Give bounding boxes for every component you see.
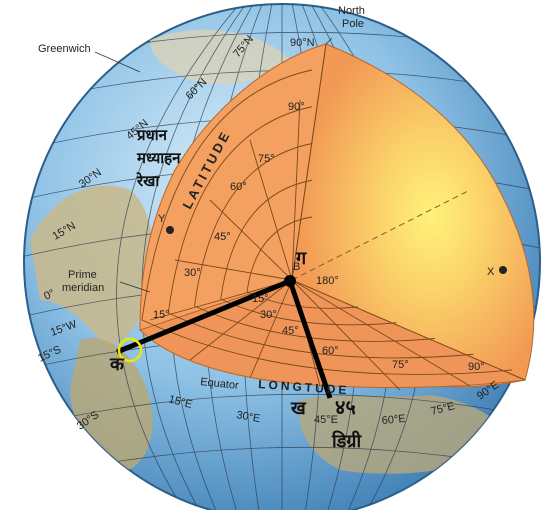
wedge-lon-arc xyxy=(141,319,513,375)
point-x-marker xyxy=(499,266,507,274)
point-y-marker xyxy=(166,226,174,234)
wedge-ray xyxy=(249,279,293,379)
longitude-tick-label: 60°E xyxy=(381,413,406,427)
wedge-lat-arc xyxy=(220,179,313,300)
meridian-line xyxy=(141,4,250,510)
prime-meridian-label-line1: Prime xyxy=(68,269,97,281)
north-pole-label-line2: Pole xyxy=(342,18,364,30)
line-ga-to-kha xyxy=(287,280,333,399)
center-degree-label: 180° xyxy=(316,275,339,287)
longitude-tick-label: 30°E xyxy=(235,409,261,425)
inner-longitude-degree: 75° xyxy=(392,359,409,371)
wedge-ray xyxy=(291,279,401,391)
greenwich-leader xyxy=(94,51,141,73)
wedge-lat-arc xyxy=(194,143,313,307)
inner-latitude-degree: 90° xyxy=(288,101,305,113)
latitude-line xyxy=(24,393,540,433)
inner-longitude-degree: 15° xyxy=(252,293,269,305)
arctic-landmass xyxy=(150,29,290,84)
inner-longitude-degrees: 15° 30° 45° 60° 75° 90° xyxy=(252,293,485,373)
equator-label: Equator xyxy=(200,376,240,392)
pole-degree-label: 90°N xyxy=(290,37,315,49)
inner-latitude-degree: 45° xyxy=(214,231,231,243)
wedge-lon-arc xyxy=(220,298,397,326)
wedge-ray xyxy=(291,99,301,281)
wedge-lat-arc xyxy=(167,106,313,314)
longitude-tick-label: 45°E xyxy=(314,414,338,426)
inner-latitude-degree: 15° xyxy=(153,309,170,321)
latitude-tick-label: 0° xyxy=(42,287,57,302)
dashed-axis-line xyxy=(291,189,471,281)
wedge-lat-arc xyxy=(141,69,313,321)
wedge-ray xyxy=(149,279,293,321)
wedge-lon-arc xyxy=(168,312,474,359)
inner-grid-lines xyxy=(141,43,526,391)
inner-latitude-degree: 75° xyxy=(258,153,275,165)
wedge-ray xyxy=(209,199,293,281)
prime-meridian-leader xyxy=(119,281,151,293)
center-point-b xyxy=(284,275,296,287)
hindi-degree-value: ४५ xyxy=(335,395,356,419)
wedge-ray xyxy=(291,279,526,381)
wedge-ray xyxy=(291,279,471,387)
hindi-degree-word: डिग्री xyxy=(331,430,362,452)
hindi-prime-meridian-line1: प्रधान xyxy=(136,126,168,144)
highlight-circle-ka xyxy=(117,337,143,363)
inner-longitude-degree: 60° xyxy=(322,345,339,357)
europe-africa-landmass xyxy=(30,185,154,345)
point-b-label: B xyxy=(293,261,300,273)
hindi-prime-meridian-line2: मध्याहन xyxy=(136,149,181,167)
point-x-label: X xyxy=(487,266,495,278)
longitude-tick-label: 15°E xyxy=(167,393,193,411)
meridian-line xyxy=(116,4,244,510)
inner-longitude-degree: 30° xyxy=(260,309,277,321)
wedge-ray xyxy=(291,43,327,281)
hindi-kha-label: ख xyxy=(290,398,307,419)
inner-longitude-degree: 45° xyxy=(282,325,299,337)
hindi-ga-label: ग xyxy=(295,248,307,269)
inner-longitude-degree: 90° xyxy=(468,361,485,373)
line-ka-to-ga xyxy=(116,278,291,355)
inner-latitude-degree: 30° xyxy=(184,267,201,279)
wedge-ray xyxy=(189,279,293,361)
wedge-ray xyxy=(174,259,293,281)
point-y-label: Y xyxy=(158,213,166,225)
longitude-tick-label: 75°E xyxy=(430,400,456,418)
wedge-lat-arc xyxy=(246,216,313,293)
north-pole-leader xyxy=(325,37,333,45)
north-pole-label-line1: North xyxy=(338,5,365,17)
wedge-lon-arc xyxy=(194,305,436,342)
inner-latitude-degree: 60° xyxy=(230,181,247,193)
longitude-arc-label: LONGTUDE xyxy=(258,377,350,397)
hindi-ka-label: क xyxy=(109,354,125,375)
hindi-prime-meridian-line3: रेखा xyxy=(136,172,160,190)
cutaway-wedge-bottom xyxy=(139,279,527,388)
greenwich-label: Greenwich xyxy=(38,43,91,55)
prime-meridian-label-line2: meridian xyxy=(62,282,104,294)
inner-latitude-degrees: 90° 75° 60° 45° 30° 15° xyxy=(153,101,305,321)
wedge-ray xyxy=(249,139,293,281)
